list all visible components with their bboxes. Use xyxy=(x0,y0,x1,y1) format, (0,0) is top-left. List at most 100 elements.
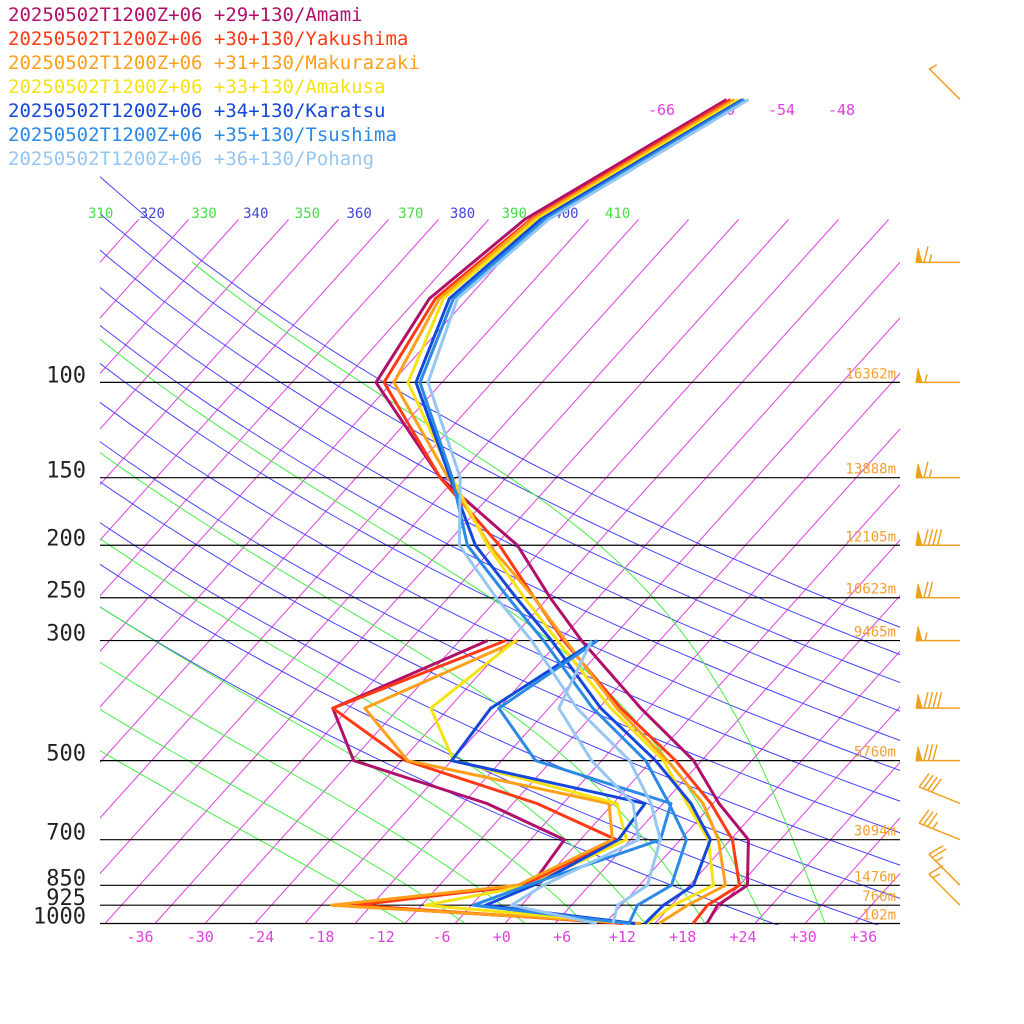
x-tick-label: +36 xyxy=(850,928,877,946)
height-label: 1476m xyxy=(854,869,896,885)
pressure-label: 850 xyxy=(46,866,86,891)
dewpoint-line xyxy=(472,639,673,925)
x-tick-label: +0 xyxy=(493,928,511,946)
isotherm-line xyxy=(1005,220,1024,924)
x-tick-label: +30 xyxy=(790,928,817,946)
wind-barb xyxy=(915,529,960,547)
temperature-line xyxy=(414,98,744,925)
isotherm-line xyxy=(0,220,89,924)
top-isotherm-label: -54 xyxy=(768,101,795,119)
dry-adiabat-line xyxy=(100,563,880,925)
barb-full xyxy=(932,529,938,546)
isotherm-line xyxy=(704,706,900,924)
barb-full xyxy=(923,581,929,598)
barb-half xyxy=(929,64,938,70)
pressure-label: 1000 xyxy=(33,905,86,930)
temperature-line xyxy=(418,98,746,925)
wind-barb xyxy=(915,626,960,642)
isotherm-line xyxy=(100,219,189,319)
barb-full xyxy=(923,691,929,709)
pressure-label: 300 xyxy=(46,622,86,647)
legend-entry: 20250502T1200Z+06 +30+130/Yakushima xyxy=(8,28,409,50)
legend-entry: 20250502T1200Z+06 +35+130/Tsushima xyxy=(8,124,397,146)
isotherm-line xyxy=(554,539,900,924)
barb-half xyxy=(924,632,928,641)
wind-barb xyxy=(915,368,960,384)
dewpoint-line xyxy=(510,639,640,925)
pressure-label: 700 xyxy=(46,821,86,846)
barb-staff xyxy=(928,873,961,906)
isotherm-line xyxy=(100,219,589,764)
barb-full xyxy=(923,246,929,263)
isotherm-line xyxy=(100,219,139,264)
x-tick-label: -36 xyxy=(126,928,153,946)
barb-full xyxy=(932,744,938,761)
wind-barb xyxy=(928,845,961,886)
wind-barb xyxy=(915,691,960,709)
barb-full xyxy=(923,744,929,761)
dry-adiabat-line xyxy=(100,249,900,684)
barb-flag xyxy=(915,746,923,762)
barb-half xyxy=(932,873,941,879)
barb-flag xyxy=(915,463,923,479)
barb-half xyxy=(928,469,933,478)
wind-barb xyxy=(915,744,960,762)
isotherm-line xyxy=(100,219,539,708)
isotherm-line xyxy=(454,428,900,924)
barb-flag xyxy=(915,694,923,709)
barb-half xyxy=(928,254,933,263)
wind-barb xyxy=(918,773,961,805)
moist-adiabat-line xyxy=(100,606,586,924)
temperature-line xyxy=(374,98,750,925)
theta-label: 330 xyxy=(191,206,216,222)
dry-adiabat-line xyxy=(100,362,900,771)
isotherm-line xyxy=(154,219,789,924)
barb-flag xyxy=(915,531,923,546)
theta-label: 340 xyxy=(243,206,268,222)
x-tick-label: -6 xyxy=(432,928,450,946)
x-tick-label: +24 xyxy=(729,928,756,946)
height-label: 10623m xyxy=(845,582,896,598)
barb-full xyxy=(918,773,930,788)
isotherm-line xyxy=(104,219,739,924)
barb-full xyxy=(923,461,929,478)
theta-label: 410 xyxy=(605,206,630,222)
x-tick-label: +6 xyxy=(553,928,571,946)
pressure-label: 100 xyxy=(46,363,86,388)
isotherm-line xyxy=(100,219,339,486)
barb-full xyxy=(931,778,943,793)
barb-flag xyxy=(915,248,923,263)
temperature-line xyxy=(382,98,741,925)
theta-label: 320 xyxy=(140,206,165,222)
wind-barb xyxy=(915,581,960,599)
theta-label: 390 xyxy=(502,206,527,222)
barb-flag xyxy=(915,583,923,599)
wind-barb xyxy=(928,64,961,100)
dewpoint-line xyxy=(450,639,647,925)
moist-adiabat-line xyxy=(100,708,466,924)
x-tick-label: -18 xyxy=(307,928,334,946)
height-label: 13888m xyxy=(845,462,896,478)
barb-staff xyxy=(918,786,961,805)
isotherm-line xyxy=(100,219,289,430)
barb-full xyxy=(923,529,929,546)
x-tick-label: +12 xyxy=(609,928,636,946)
pressure-label: 925 xyxy=(46,886,86,911)
barb-full xyxy=(927,744,934,761)
barb-full xyxy=(927,529,934,546)
height-label: 760m xyxy=(862,889,896,905)
theta-label: 360 xyxy=(347,206,372,222)
barb-full xyxy=(931,848,947,859)
barb-half xyxy=(935,856,944,862)
x-tick-label: -30 xyxy=(187,928,214,946)
theta-label: 380 xyxy=(450,206,475,222)
isotherm-line xyxy=(204,219,839,924)
barb-full xyxy=(922,811,934,826)
wind-barb xyxy=(915,461,960,479)
pressure-label: 150 xyxy=(46,459,86,484)
isotherm-line xyxy=(604,594,900,924)
isotherm-line xyxy=(504,483,900,924)
theta-label: 310 xyxy=(88,206,113,222)
dewpoint-line xyxy=(330,639,642,925)
barb-full xyxy=(922,774,934,790)
